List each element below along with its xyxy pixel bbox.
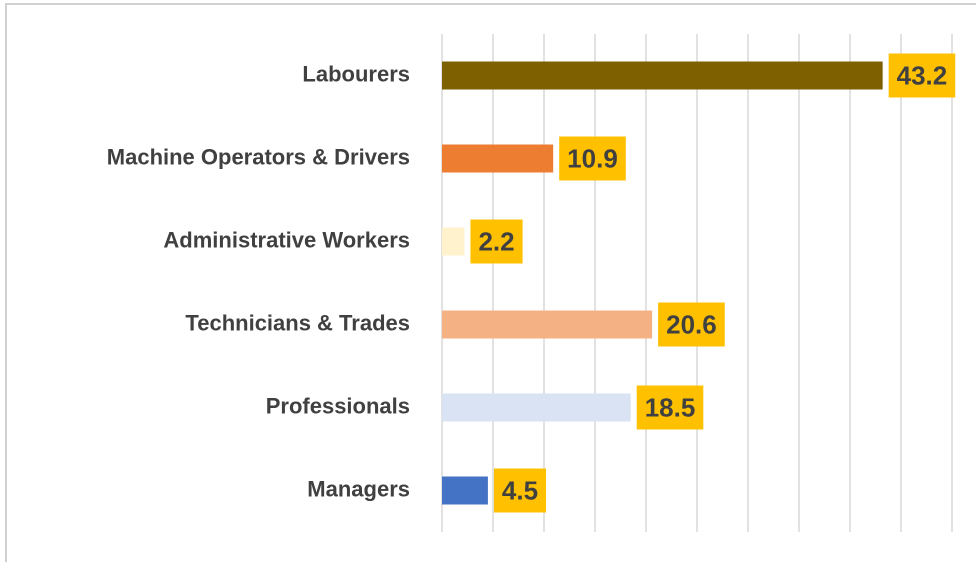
value-label-box [636, 385, 704, 430]
value-label-box [470, 219, 523, 264]
bar [442, 227, 465, 256]
value-label: 18.5 [645, 392, 696, 422]
value-label-box [888, 53, 956, 98]
value-label-box [559, 136, 626, 181]
y-tick-label: Labourers [302, 61, 410, 86]
value-label: 4.5 [502, 475, 538, 505]
value-label: 20.6 [666, 309, 717, 339]
bar [442, 393, 631, 422]
y-tick-label: Machine Operators & Drivers [107, 144, 410, 169]
value-label: 10.9 [567, 143, 618, 173]
y-tick-label: Professionals [266, 393, 410, 418]
y-tick-label: Administrative Workers [163, 227, 410, 252]
value-label: 43.2 [897, 60, 948, 90]
chart-border [5, 3, 976, 562]
value-label-box [658, 302, 725, 347]
bar [442, 476, 488, 505]
bar [442, 61, 883, 90]
y-tick-label: Managers [307, 476, 410, 501]
y-tick-label: Technicians & Trades [185, 310, 410, 335]
value-label: 2.2 [478, 226, 514, 256]
value-label-box [493, 468, 547, 513]
bar [442, 310, 653, 339]
bar [442, 144, 554, 173]
